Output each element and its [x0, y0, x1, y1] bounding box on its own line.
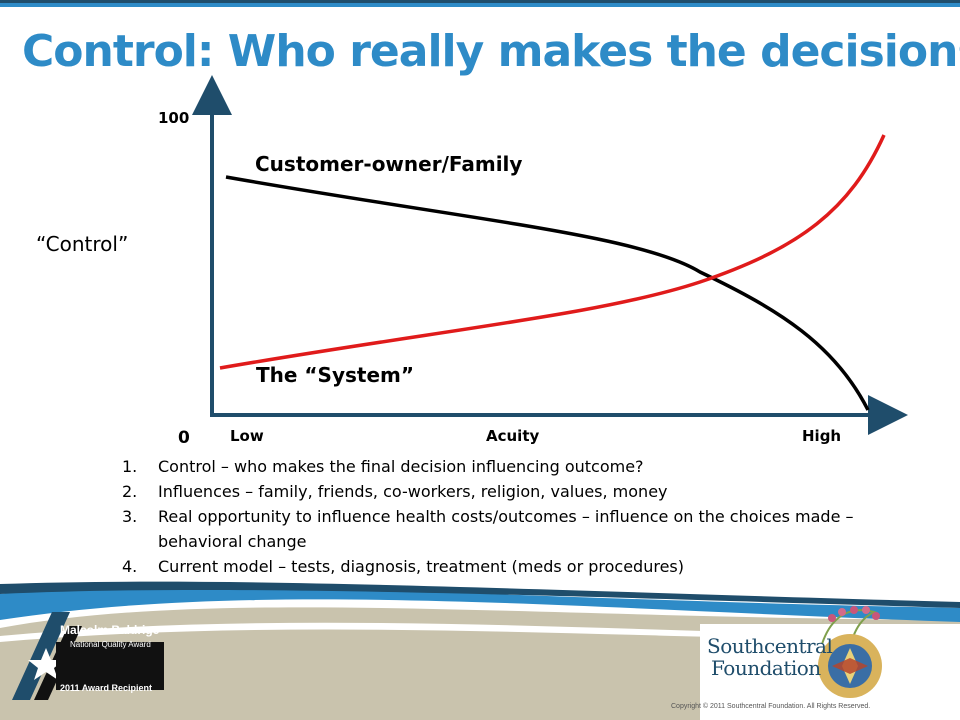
baldrige-name: Malcolm Baldrige	[60, 623, 160, 637]
list-number: 4.	[122, 557, 138, 576]
control-diagram: 100 0 “Control” Customer-owner/Family Th…	[36, 75, 908, 448]
system-curve	[219, 134, 886, 370]
list-text: Control – who makes the final decision i…	[158, 457, 644, 476]
footer-blue-wave	[0, 586, 960, 622]
y-max-label: 100	[158, 109, 189, 127]
org-line-1: Southcentral	[707, 634, 833, 658]
baldrige-logo	[12, 612, 164, 700]
x-mid-label: Acuity	[486, 427, 539, 445]
baldrige-year: 2011 Award Recipient	[60, 683, 153, 693]
org-line-2: Foundation	[711, 656, 821, 680]
system-label: The “System”	[256, 363, 414, 387]
southcentral-wordmark: Southcentral Foundation	[707, 634, 833, 680]
copyright-text: Copyright © 2011 Southcentral Foundation…	[671, 703, 871, 710]
list-number: 2.	[122, 482, 138, 501]
customer-owner-family-label: Customer-owner/Family	[255, 152, 522, 176]
x-high-label: High	[802, 427, 841, 445]
list-text: Influences – family, friends, co-workers…	[158, 482, 668, 501]
notes-list: 1. Control – who makes the final decision…	[122, 454, 882, 579]
list-item: 1. Control – who makes the final decision…	[122, 454, 882, 479]
y-axis-label: “Control”	[36, 232, 128, 256]
footer-dark-wave	[0, 581, 960, 608]
footer-light-wave	[0, 622, 960, 642]
list-text: Current model – tests, diagnosis, treatm…	[158, 557, 684, 576]
y-min-label: 0	[178, 428, 190, 448]
baldrige-award: National Quality Award	[70, 640, 151, 649]
southcentral-emblem	[818, 606, 882, 698]
x-low-label: Low	[230, 427, 264, 445]
list-item: 2. Influences – family, friends, co-worke…	[122, 479, 882, 504]
list-item: 3. Real opportunity to influence health c…	[122, 504, 882, 554]
list-text: Real opportunity to influence health cos…	[158, 507, 854, 551]
top-band	[0, 0, 960, 7]
list-number: 1.	[122, 457, 138, 476]
list-item: 4. Current model – tests, diagnosis, trea…	[122, 554, 882, 579]
list-number: 3.	[122, 507, 138, 526]
customer-owner-family-curve	[225, 175, 870, 411]
slide-title: Control: Who really makes the decisions	[22, 26, 960, 77]
